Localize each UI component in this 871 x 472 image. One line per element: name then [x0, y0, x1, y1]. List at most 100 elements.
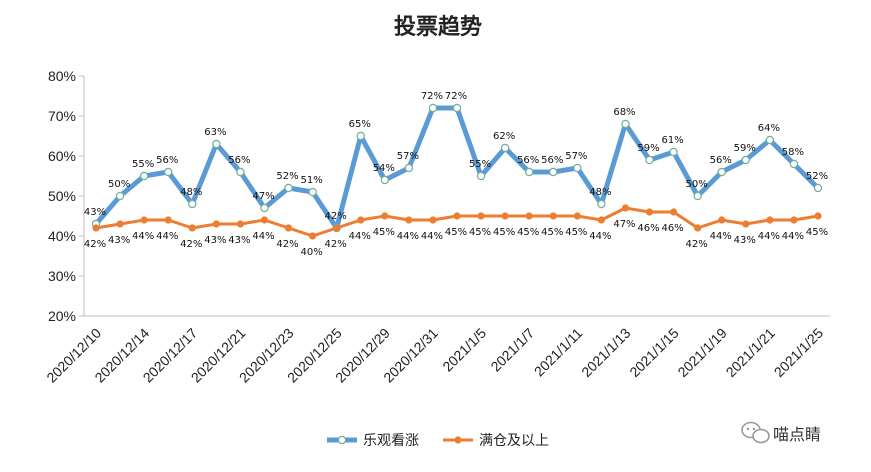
data-point [597, 199, 606, 209]
data-label: 45% [373, 227, 395, 238]
data-label: 44% [758, 231, 780, 242]
legend-marker [337, 435, 347, 445]
data-label: 68% [613, 107, 635, 118]
legend-label: 满仓及以上 [479, 433, 549, 449]
data-point [260, 216, 269, 224]
data-point [164, 216, 172, 224]
chart-title: 投票趋势 [394, 14, 482, 40]
data-point [621, 119, 630, 129]
x-tick-label: 2021/1/19 [674, 325, 730, 381]
data-point [525, 212, 533, 220]
data-label: 58% [782, 147, 804, 158]
legend-marker [454, 436, 462, 444]
y-tick-label: 30% [48, 268, 76, 284]
data-label: 72% [421, 91, 443, 102]
data-point [766, 216, 774, 224]
data-label: 45% [493, 227, 515, 238]
data-point [573, 212, 581, 220]
data-label: 42% [84, 239, 106, 250]
data-point [188, 224, 196, 232]
data-label: 59% [734, 143, 756, 154]
data-label: 44% [589, 231, 611, 242]
data-label: 46% [637, 223, 659, 234]
data-point [813, 183, 823, 193]
data-label: 54% [373, 163, 395, 174]
data-label: 44% [421, 231, 443, 242]
data-label: 65% [349, 119, 371, 130]
data-label: 56% [156, 155, 178, 166]
data-label: 43% [108, 235, 130, 246]
data-label: 56% [517, 155, 539, 166]
x-tick-label: 2021/1/25 [771, 325, 827, 381]
data-label: 44% [349, 231, 371, 242]
data-label: 50% [686, 179, 708, 190]
data-label: 42% [276, 239, 298, 250]
data-point [92, 224, 100, 232]
data-label: 45% [517, 227, 539, 238]
legend-item-1: 乐观看涨 [327, 433, 419, 449]
data-label: 44% [397, 231, 419, 242]
data-point [645, 208, 654, 216]
data-point [694, 224, 702, 232]
data-point [116, 220, 124, 228]
series-layer: 43%50%55% 56%48%63%56%47%52% 51%42%65%54%5… [84, 91, 828, 258]
data-label: 63% [204, 127, 226, 138]
data-label: 42% [686, 239, 708, 250]
x-tick-label: 2021/1/13 [578, 325, 634, 381]
data-point [356, 131, 365, 141]
data-label: 57% [397, 151, 419, 162]
data-point [765, 135, 775, 145]
y-tick-label: 60% [48, 148, 76, 164]
data-point [742, 220, 750, 228]
data-point [693, 191, 702, 201]
data-label: 44% [156, 231, 178, 242]
data-point [115, 191, 125, 201]
data-label: 59% [637, 143, 659, 154]
data-label: 56% [710, 155, 732, 166]
data-label: 72% [445, 91, 467, 102]
data-point [717, 167, 726, 177]
data-point [236, 220, 245, 228]
watermark-text: 喵点睛 [773, 425, 821, 444]
x-axis: 2020/12/102020/12/142020/12/172020/12/21… [43, 315, 830, 386]
data-point [524, 167, 534, 177]
data-label: 42% [180, 239, 202, 250]
data-point [790, 216, 798, 224]
data-label: 42% [325, 239, 347, 250]
data-label: 50% [108, 179, 130, 190]
data-label: 45% [469, 227, 491, 238]
data-label: 44% [252, 231, 274, 242]
y-tick-label: 20% [48, 308, 76, 324]
data-label: 43% [734, 235, 756, 246]
data-point [573, 163, 582, 173]
data-label: 45% [445, 227, 467, 238]
data-point [309, 232, 317, 240]
data-label: 57% [565, 151, 587, 162]
legend-label: 乐观看涨 [363, 433, 419, 449]
y-tick-label: 50% [48, 188, 76, 204]
data-point [597, 216, 605, 224]
data-label: 51% [300, 175, 322, 186]
data-label: 52% [276, 171, 298, 182]
data-label: 64% [758, 123, 780, 134]
data-point [428, 103, 438, 113]
data-label: 55% [469, 159, 491, 170]
data-label: 47% [252, 191, 274, 202]
data-label: 61% [661, 135, 683, 146]
data-point [500, 143, 510, 153]
data-label: 45% [541, 227, 563, 238]
y-tick-label: 70% [48, 108, 76, 124]
data-point [188, 199, 197, 209]
watermark: 喵点睛 [741, 421, 821, 444]
data-point [645, 155, 654, 165]
data-point [621, 204, 630, 212]
data-label: 44% [782, 231, 804, 242]
data-point [284, 224, 293, 232]
data-point [381, 212, 389, 220]
y-axis: 20% 30% 40% 50% 60% 70% 80% [48, 68, 85, 324]
x-tick-label: 2021/1/21 [723, 325, 779, 381]
data-label: 56% [541, 155, 563, 166]
data-point [814, 212, 822, 220]
x-tick-label: 2021/1/7 [487, 325, 537, 375]
